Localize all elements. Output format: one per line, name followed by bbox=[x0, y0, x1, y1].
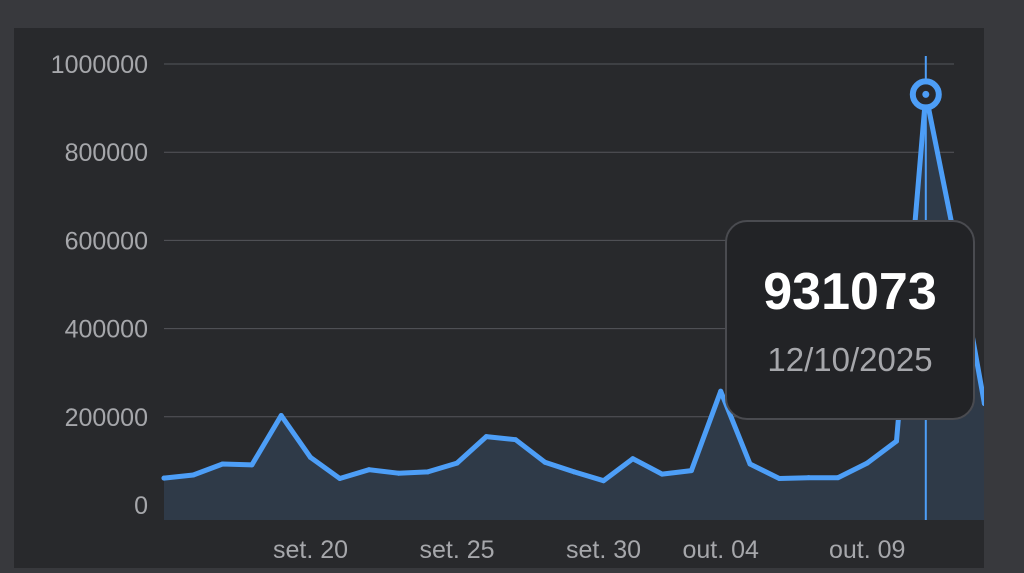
data-point[interactable] bbox=[894, 438, 899, 444]
y-tick-label: 1000000 bbox=[51, 51, 148, 79]
selected-point-dot bbox=[922, 90, 930, 98]
data-point[interactable] bbox=[249, 462, 255, 468]
data-point[interactable] bbox=[308, 454, 313, 460]
data-point[interactable] bbox=[483, 434, 489, 440]
x-tick-label: out. 09 bbox=[829, 536, 905, 564]
data-point[interactable] bbox=[864, 460, 870, 466]
series-area-fill bbox=[164, 94, 984, 520]
data-point[interactable] bbox=[630, 456, 636, 462]
tooltip-value: 931073 bbox=[763, 263, 937, 321]
data-point[interactable] bbox=[659, 471, 665, 477]
x-tick-label: set. 25 bbox=[419, 536, 494, 564]
y-tick-label: 600000 bbox=[65, 227, 148, 255]
data-point[interactable] bbox=[337, 476, 343, 482]
y-tick-label: 0 bbox=[134, 492, 148, 520]
chart-panel: 0 200000 400000 600000 800000 1000000 set. 20… bbox=[14, 28, 984, 568]
data-point[interactable] bbox=[395, 470, 401, 476]
data-point[interactable] bbox=[747, 461, 753, 467]
data-point[interactable] bbox=[776, 476, 782, 482]
data-point[interactable] bbox=[454, 460, 460, 466]
y-tick-label: 800000 bbox=[65, 139, 148, 167]
x-axis: set. 20 set. 25 set. 30 out. 04 out. 09 bbox=[273, 536, 905, 564]
data-point[interactable] bbox=[542, 459, 548, 465]
line-chart[interactable]: 0 200000 400000 600000 800000 1000000 set. 20… bbox=[14, 28, 984, 568]
x-tick-label: set. 30 bbox=[566, 536, 641, 564]
x-tick-label: set. 20 bbox=[273, 536, 348, 564]
data-point[interactable] bbox=[571, 469, 577, 475]
data-point[interactable] bbox=[278, 412, 284, 418]
data-point[interactable] bbox=[425, 469, 431, 475]
data-point[interactable] bbox=[806, 475, 812, 481]
data-point[interactable] bbox=[161, 475, 167, 481]
data-point[interactable] bbox=[718, 388, 724, 394]
data-point[interactable] bbox=[513, 437, 519, 443]
tooltip-date: 12/10/2025 bbox=[767, 341, 933, 378]
data-point[interactable] bbox=[366, 467, 372, 473]
data-point[interactable] bbox=[601, 478, 606, 484]
value-tooltip: 931073 12/10/2025 bbox=[725, 220, 975, 420]
y-axis: 0 200000 400000 600000 800000 1000000 bbox=[51, 51, 148, 520]
data-point[interactable] bbox=[835, 475, 841, 481]
data-point[interactable] bbox=[688, 468, 694, 474]
y-tick-label: 400000 bbox=[65, 316, 148, 344]
data-point[interactable] bbox=[220, 461, 226, 467]
y-tick-label: 200000 bbox=[65, 404, 148, 432]
data-point[interactable] bbox=[981, 401, 984, 407]
data-point[interactable] bbox=[190, 472, 196, 478]
x-tick-label: out. 04 bbox=[682, 536, 759, 564]
